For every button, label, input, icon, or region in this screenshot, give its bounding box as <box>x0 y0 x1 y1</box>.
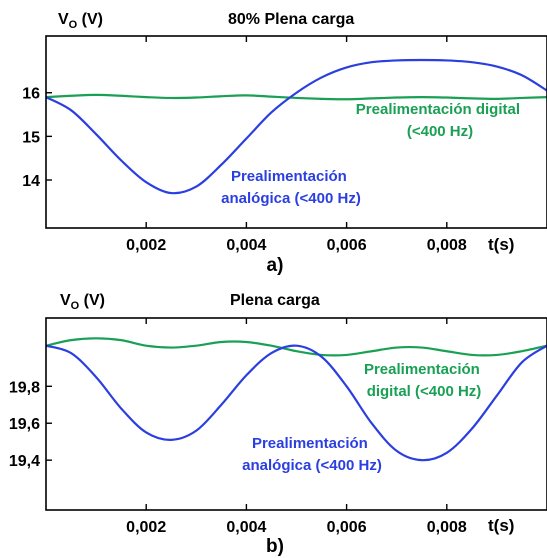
x-axis-label-b: t(s) <box>488 516 514 535</box>
y-tick-label: 16 <box>22 86 40 103</box>
y-axis-label-a: VO (V) <box>58 11 103 31</box>
x-tick-label: 0,008 <box>427 519 467 536</box>
y-tick-label: 15 <box>22 129 40 146</box>
y-tick-label: 14 <box>22 173 40 190</box>
x-tick-label: 0,004 <box>226 237 266 254</box>
y-axis-label-b: VO (V) <box>60 292 105 312</box>
panel-label-b: b) <box>266 536 284 557</box>
x-tick-label: 0,002 <box>126 237 166 254</box>
x-tick-label: 0,006 <box>327 237 367 254</box>
series-label-analog-a: Prealimentación analógica (<400 Hz) <box>221 168 361 207</box>
y-tick-label: 19,4 <box>9 453 40 470</box>
series-line-digital-a <box>46 93 547 101</box>
series-label-digital-b: Prealimentación digital (<400 Hz) <box>364 361 484 400</box>
series-label-analog-b: Prealimentación analógica (<400 Hz) <box>242 435 382 474</box>
x-axis-label-a: t(s) <box>488 235 514 254</box>
x-tick-label: 0,002 <box>126 519 166 536</box>
plot-frame-a <box>45 35 547 229</box>
x-tick-label: 0,006 <box>327 519 367 536</box>
y-tick-label: 19,8 <box>9 379 40 396</box>
series-label-digital-a: Prealimentación digital (<400 Hz) <box>356 101 524 140</box>
chart-title-b: Plena carga <box>230 292 320 309</box>
series-line-digital-b <box>46 337 547 357</box>
series-line-analog-a <box>46 58 547 195</box>
x-tick-label: 0,004 <box>226 519 266 536</box>
series-line-analog-b <box>46 344 547 462</box>
x-tick-label: 0,008 <box>427 237 467 254</box>
panel-a: 0,002 0,004 0,006 0,008 14 15 16 VO (V) 80% Pl… <box>22 11 547 276</box>
plot-frame-b <box>45 317 547 511</box>
chart-title-a: 80% Plena carga <box>228 11 354 28</box>
y-tick-label: 19,6 <box>9 416 40 433</box>
panel-label-a: a) <box>267 255 284 276</box>
